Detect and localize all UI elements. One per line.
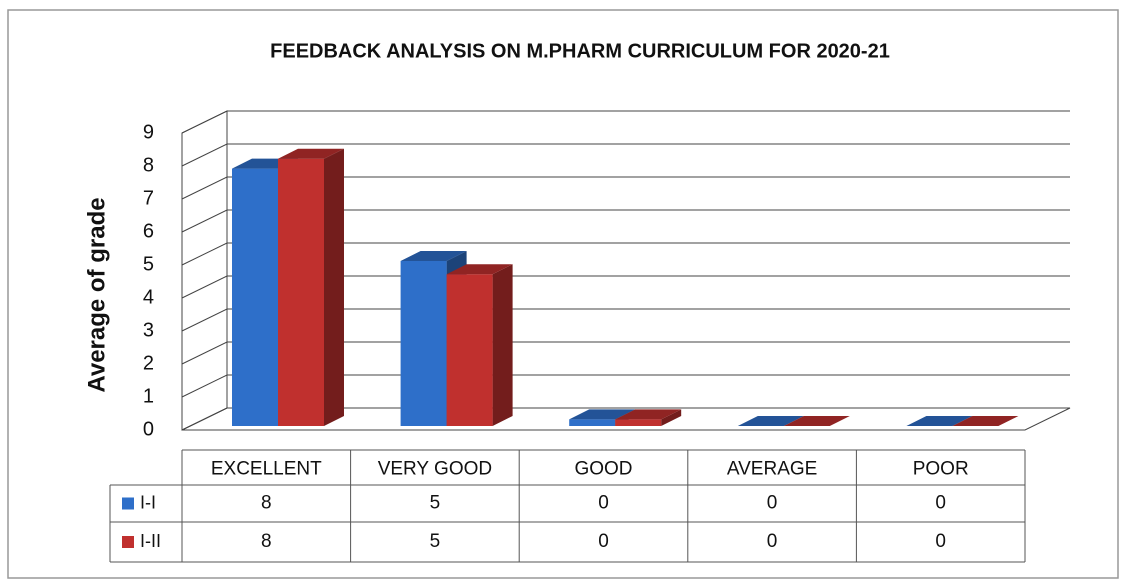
chart-title: FEEDBACK ANALYSIS ON M.PHARM CURRICULUM … [270, 40, 890, 62]
data-label: 0 [767, 493, 778, 514]
data-label: 8 [261, 531, 272, 552]
legend-label: I-I [140, 492, 156, 512]
bar [278, 158, 324, 426]
y-tick-label: 1 [143, 385, 154, 407]
bar-top [783, 416, 850, 426]
y-tick-label: 8 [143, 154, 154, 176]
bar-top [615, 409, 682, 420]
y-tick-label: 6 [143, 220, 154, 242]
grid-line [181, 209, 1070, 233]
x-tick-label: GOOD [574, 459, 632, 480]
grid-line [181, 242, 1070, 266]
grid-line [181, 143, 1070, 167]
data-label: 0 [935, 493, 946, 514]
bar [446, 274, 493, 426]
y-tick-label: 4 [143, 286, 154, 308]
bar-side [324, 148, 344, 426]
x-tick-label: VERY GOOD [378, 459, 492, 480]
x-tick-label: AVERAGE [727, 459, 817, 480]
legend-swatch [122, 536, 134, 548]
bar-top [569, 409, 636, 420]
grid-line [181, 275, 1070, 299]
data-label: 0 [598, 493, 609, 514]
y-tick-label: 2 [143, 352, 154, 374]
grid-line [181, 374, 1070, 398]
bar-top [400, 251, 467, 261]
bar-top [906, 416, 973, 426]
bar-top [278, 148, 344, 159]
grid-line [181, 110, 1070, 134]
y-tick-label: 0 [143, 418, 154, 440]
bar [615, 419, 662, 426]
bar [400, 261, 447, 426]
bar-side [661, 409, 682, 426]
y-tick-label: 7 [143, 187, 154, 209]
data-label: 0 [935, 531, 946, 552]
data-label: 5 [430, 493, 441, 514]
y-axis-label: Average of grade [83, 197, 110, 392]
bar-top [952, 416, 1019, 426]
data-label: 8 [261, 493, 272, 514]
x-tick-label: POOR [913, 459, 969, 480]
chart-frame [7, 9, 1119, 579]
data-label: 0 [767, 531, 778, 552]
grid-line [181, 176, 1070, 200]
bar [232, 168, 278, 426]
grid-line [181, 308, 1070, 332]
x-tick-label: EXCELLENT [211, 459, 322, 480]
legend-swatch [122, 497, 134, 510]
y-tick-label: 3 [143, 319, 154, 341]
data-label: 0 [598, 531, 609, 552]
bar-side [492, 264, 513, 426]
y-tick-label: 5 [143, 253, 154, 275]
bar [569, 419, 616, 426]
grid-line [181, 341, 1070, 365]
bar-top [737, 416, 804, 426]
data-label: 5 [430, 531, 441, 552]
legend-label: I-II [140, 531, 161, 551]
grid-line [181, 407, 1070, 431]
y-tick-label: 9 [143, 121, 154, 143]
side-wall [181, 110, 228, 431]
bar-top [446, 264, 513, 275]
